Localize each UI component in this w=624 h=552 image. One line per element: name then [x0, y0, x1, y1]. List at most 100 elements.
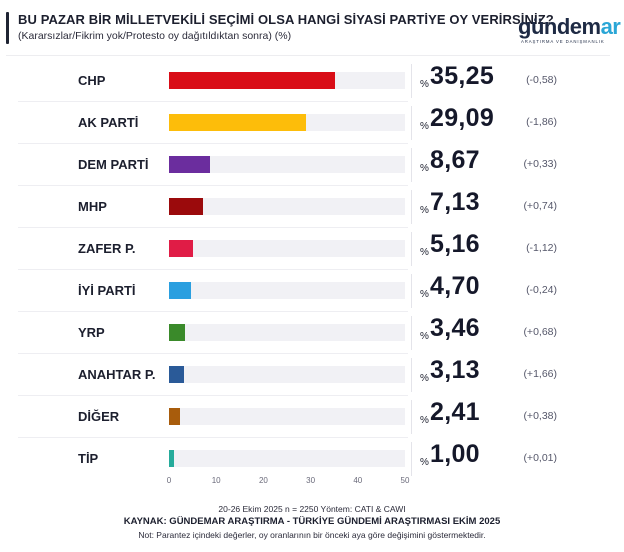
bar: [169, 156, 210, 173]
bar-track: [169, 408, 405, 425]
data-label: 7,13: [430, 188, 480, 216]
bar-row: DİĞER: [18, 396, 412, 438]
logo-wordmark: gündemar: [518, 14, 621, 40]
bar-track: [169, 240, 405, 257]
value-separator: [411, 274, 412, 308]
x-tick-label: 40: [353, 476, 363, 485]
change-label: (-1,86): [526, 116, 557, 128]
bar: [169, 282, 192, 299]
bar: [169, 240, 194, 257]
bar-row: CHP: [18, 60, 412, 102]
change-label: (+0,01): [523, 452, 557, 464]
percent-sign: %: [420, 121, 429, 132]
party-label: İYİ PARTİ: [78, 283, 136, 298]
party-label: YRP: [78, 325, 105, 340]
value-separator: [411, 316, 412, 350]
percent-sign: %: [420, 163, 429, 174]
change-label: (+0,68): [523, 326, 557, 338]
x-tick-label: 20: [258, 476, 268, 485]
bar-track: [169, 282, 405, 299]
value-group: % 7,13 (+0,74): [410, 186, 610, 228]
bar-row: MHP: [18, 186, 412, 228]
data-label: 3,13: [430, 356, 480, 384]
x-tick-label: 50: [400, 476, 410, 485]
logo-word-accent: ar: [600, 14, 621, 39]
value-group: % 3,13 (+1,66): [410, 354, 610, 396]
party-label: CHP: [78, 73, 106, 88]
party-label: DİĞER: [78, 409, 120, 424]
bar-row: ANAHTAR P.: [18, 354, 412, 396]
value-separator: [411, 148, 412, 182]
party-label: DEM PARTİ: [78, 157, 149, 172]
party-label: AK PARTİ: [78, 115, 139, 130]
value-group: % 29,09 (-1,86): [410, 102, 610, 144]
value-group: % 1,00 (+0,01): [410, 438, 610, 480]
chart-header: BU PAZAR BİR MİLLETVEKİLİ SEÇİMİ OLSA HA…: [6, 8, 621, 48]
row-divider: [18, 185, 408, 186]
percent-sign: %: [420, 205, 429, 216]
logo-word-main: gündem: [518, 14, 601, 39]
value-group: % 4,70 (-0,24): [410, 270, 610, 312]
bar-track: [169, 450, 405, 467]
change-label: (-0,24): [526, 284, 557, 296]
change-label: (-1,12): [526, 242, 557, 254]
party-label: MHP: [78, 199, 107, 214]
value-group: % 2,41 (+0,38): [410, 396, 610, 438]
header-divider: [6, 55, 610, 56]
party-label: TİP: [78, 451, 99, 466]
data-label: 2,41: [430, 398, 480, 426]
party-label: ANAHTAR P.: [78, 367, 156, 382]
value-group: % 35,25 (-0,58): [410, 60, 610, 102]
change-label: (+0,33): [523, 158, 557, 170]
bar-track: [169, 366, 405, 383]
data-label: 1,00: [430, 440, 480, 468]
value-separator: [411, 106, 412, 140]
value-separator: [411, 358, 412, 392]
percent-sign: %: [420, 247, 429, 258]
row-divider: [18, 395, 408, 396]
x-tick-label: 0: [166, 476, 172, 485]
value-separator: [411, 442, 412, 476]
percent-sign: %: [420, 373, 429, 384]
party-label: ZAFER P.: [78, 241, 136, 256]
bar: [169, 198, 203, 215]
bar: [169, 408, 181, 425]
data-label: 8,67: [430, 146, 480, 174]
row-divider: [18, 227, 408, 228]
x-tick-label: 10: [211, 476, 221, 485]
chart-title: BU PAZAR BİR MİLLETVEKİLİ SEÇİMİ OLSA HA…: [18, 12, 554, 27]
bar-track: [169, 72, 405, 89]
value-separator: [411, 64, 412, 98]
logo-tagline: ARAŞTIRMA VE DANIŞMANLIK: [521, 39, 605, 44]
bar: [169, 324, 186, 341]
row-divider: [18, 269, 408, 270]
row-divider: [18, 437, 408, 438]
value-separator: [411, 190, 412, 224]
bar-row: DEM PARTİ: [18, 144, 412, 186]
bar-row: TİP: [18, 438, 412, 480]
bar-track: [169, 114, 405, 131]
change-label: (+1,66): [523, 368, 557, 380]
footer-method: 20-26 Ekim 2025 n = 2250 Yöntem: CATI & …: [218, 504, 406, 514]
bar: [169, 450, 174, 467]
percent-sign: %: [420, 415, 429, 426]
bar: [169, 366, 184, 383]
bar-row: AK PARTİ: [18, 102, 412, 144]
percent-sign: %: [420, 457, 429, 468]
row-divider: [18, 101, 408, 102]
bar: [169, 72, 336, 89]
data-label: 3,46: [430, 314, 480, 342]
x-tick-label: 30: [306, 476, 316, 485]
gundemar-logo: gündemar ARAŞTIRMA VE DANIŞMANLIK: [518, 14, 621, 48]
value-separator: [411, 232, 412, 266]
bar-row: ZAFER P.: [18, 228, 412, 270]
footer-note: Not: Parantez içindeki değerler, oy oran…: [138, 530, 486, 540]
chart-subtitle: (Kararsızlar/Fikrim yok/Protesto oy dağı…: [18, 30, 292, 42]
value-separator: [411, 400, 412, 434]
change-label: (+0,38): [523, 410, 557, 422]
row-divider: [18, 143, 408, 144]
change-label: (-0,58): [526, 74, 557, 86]
bar-row: YRP: [18, 312, 412, 354]
footer-source: KAYNAK: GÜNDEMAR ARAŞTIRMA - TÜRKİYE GÜN…: [123, 516, 501, 527]
data-label: 29,09: [430, 104, 495, 132]
